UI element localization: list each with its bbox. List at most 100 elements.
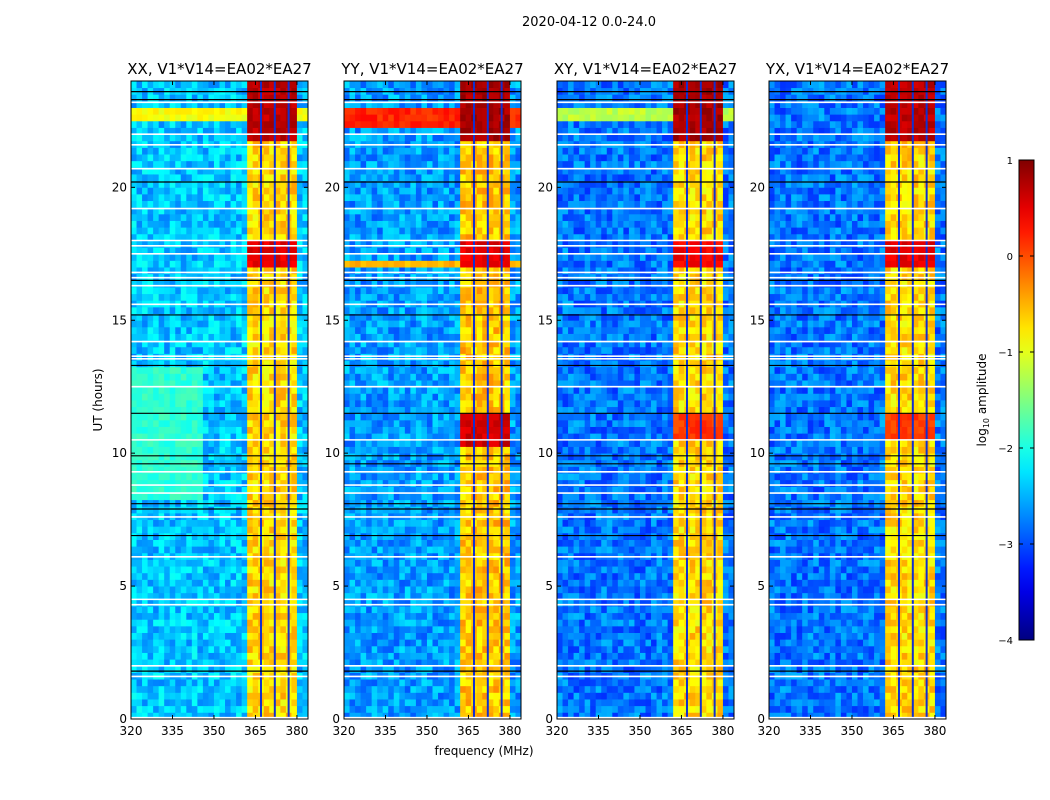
- heatmap-cell: [175, 313, 182, 321]
- heatmap-cell: [180, 433, 187, 441]
- heatmap-cell: [186, 572, 193, 580]
- heatmap-cell: [296, 233, 303, 241]
- heatmap-cell: [219, 180, 226, 188]
- heatmap-cell: [377, 406, 384, 414]
- heatmap-cell: [202, 333, 209, 341]
- heatmap-cell: [410, 187, 417, 195]
- heatmap-cell: [410, 233, 417, 241]
- heatmap-cell: [241, 100, 248, 108]
- heatmap-cell: [269, 566, 276, 574]
- heatmap-cell: [169, 506, 176, 514]
- heatmap-cell: [349, 659, 356, 667]
- heatmap-cell: [230, 659, 237, 667]
- heatmap-cell: [131, 393, 137, 401]
- heatmap-cell: [438, 699, 444, 707]
- heatmap-cell: [415, 466, 422, 474]
- heatmap-cell: [421, 100, 428, 108]
- heatmap-cell: [175, 473, 182, 481]
- heatmap-cell: [269, 612, 276, 620]
- heatmap-cell: [382, 147, 389, 155]
- heatmap-cell: [274, 612, 281, 620]
- heatmap-cell: [399, 606, 406, 614]
- heatmap-cell: [131, 200, 137, 208]
- heatmap-cell: [344, 665, 350, 673]
- heatmap-cell: [252, 207, 259, 215]
- heatmap-cell: [360, 413, 367, 421]
- heatmap-cell: [421, 532, 428, 540]
- heatmap-cell: [236, 532, 243, 540]
- heatmap-cell: [410, 612, 417, 620]
- heatmap-cell: [388, 333, 395, 341]
- heatmap-cell: [415, 419, 422, 427]
- heatmap-cell: [241, 493, 248, 501]
- heatmap-cell: [236, 200, 243, 208]
- heatmap-cell: [202, 532, 209, 540]
- heatmap-cell: [415, 532, 422, 540]
- heatmap-cell: [153, 207, 160, 215]
- heatmap-cell: [230, 705, 237, 713]
- heatmap-cell: [296, 572, 303, 580]
- heatmap-cell: [393, 380, 400, 388]
- heatmap-cell: [252, 579, 259, 587]
- heatmap-cell: [208, 360, 215, 368]
- heatmap-cell: [131, 134, 137, 142]
- heatmap-cell: [197, 433, 204, 441]
- heatmap-cell: [164, 546, 171, 554]
- heatmap-cell: [202, 160, 209, 168]
- heatmap-cell: [344, 446, 350, 454]
- heatmap-cell: [202, 326, 209, 334]
- heatmap-cell: [415, 539, 422, 547]
- heatmap-cell: [410, 586, 417, 594]
- heatmap-cell: [158, 439, 165, 447]
- heatmap-cell: [399, 386, 406, 394]
- heatmap-cell: [230, 685, 237, 693]
- heatmap-cell: [432, 692, 439, 700]
- heatmap-cell: [404, 599, 411, 607]
- heatmap-cell: [438, 366, 444, 374]
- heatmap-cell: [280, 213, 287, 221]
- heatmap-cell: [296, 213, 303, 221]
- heatmap-cell: [219, 400, 226, 408]
- heatmap-cell: [366, 94, 373, 102]
- heatmap-cell: [399, 253, 406, 261]
- heatmap-cell: [360, 426, 367, 434]
- heatmap-cell: [158, 227, 165, 235]
- heatmap-cell: [191, 433, 198, 441]
- heatmap-cell: [147, 586, 154, 594]
- heatmap-cell: [263, 586, 270, 594]
- heatmap-cell: [410, 439, 417, 447]
- heatmap-cell: [236, 519, 243, 527]
- heatmap-cell: [236, 94, 243, 102]
- heatmap-cell: [355, 233, 361, 241]
- heatmap-cell: [208, 586, 215, 594]
- heatmap-cell: [197, 473, 204, 481]
- heatmap-cell: [175, 579, 182, 587]
- heatmap-cell: [404, 247, 411, 255]
- heatmap-cell: [302, 479, 309, 487]
- heatmap-cell: [241, 419, 248, 427]
- heatmap-cell: [421, 486, 428, 494]
- heatmap-cell: [186, 426, 193, 434]
- heatmap-cell: [147, 473, 154, 481]
- heatmap-cell: [432, 466, 439, 474]
- heatmap-cell: [421, 433, 428, 441]
- heatmap-cell: [153, 699, 160, 707]
- heatmap-cell: [169, 526, 176, 534]
- heatmap-cell: [355, 559, 361, 567]
- heatmap-cell: [399, 207, 406, 215]
- heatmap-cell: [225, 586, 231, 594]
- heatmap-cell: [388, 373, 395, 381]
- heatmap-cell: [131, 659, 137, 667]
- heatmap-cell: [349, 94, 356, 102]
- heatmap-cell: [186, 466, 193, 474]
- heatmap-cell: [142, 380, 148, 388]
- heatmap-cell: [269, 127, 276, 135]
- heatmap-cell: [147, 619, 154, 627]
- heatmap-cell: [247, 479, 254, 487]
- heatmap-cell: [213, 486, 220, 494]
- heatmap-cell: [393, 293, 400, 301]
- heatmap-cell: [208, 247, 215, 255]
- heatmap-cell: [169, 699, 176, 707]
- heatmap-cell: [241, 180, 248, 188]
- heatmap-cell: [153, 413, 160, 421]
